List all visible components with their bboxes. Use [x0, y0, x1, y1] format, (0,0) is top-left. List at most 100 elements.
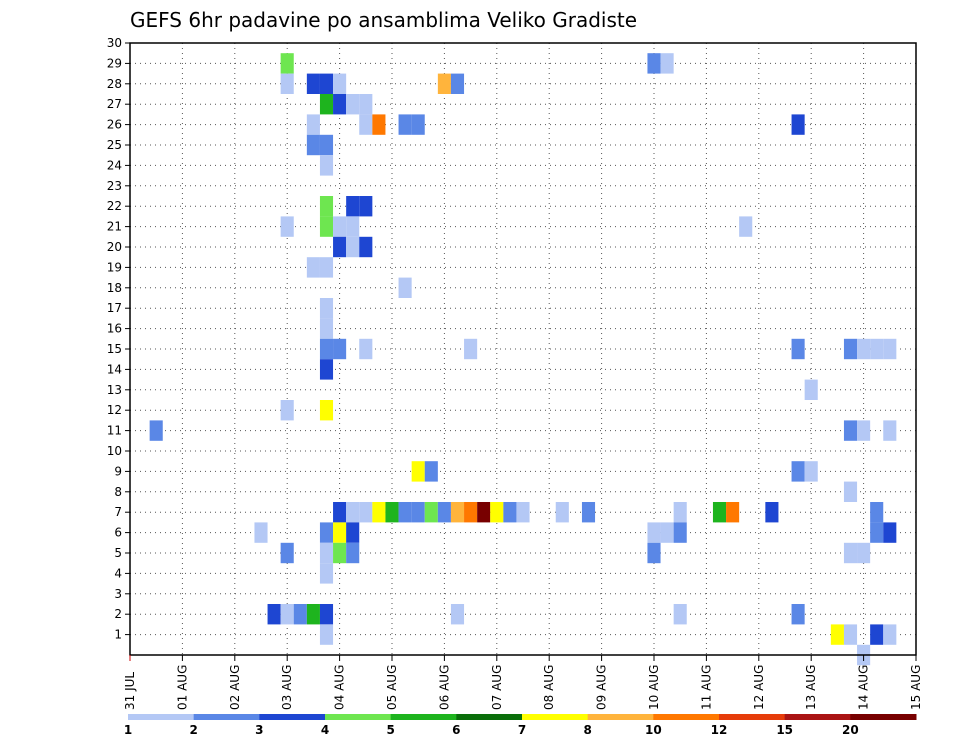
heatmap-cell — [870, 624, 884, 645]
x-tick-label: 05 AUG — [385, 665, 399, 710]
grid-lines — [130, 43, 916, 655]
heatmap-cell — [319, 359, 334, 380]
heatmap-cell — [883, 624, 897, 645]
heatmap-cell — [333, 522, 347, 543]
heatmap-cell — [857, 542, 871, 564]
colorbar-label: 15 — [776, 723, 793, 737]
heatmap-cell — [791, 114, 805, 135]
heatmap-cell — [280, 604, 294, 625]
heatmap-cell — [857, 420, 871, 441]
heatmap-cell — [319, 563, 334, 584]
heatmap-cell — [450, 502, 465, 523]
heatmap-cell — [398, 502, 412, 523]
y-tick-label: 19 — [107, 260, 122, 274]
heatmap-cell — [280, 53, 294, 74]
y-tick-label: 30 — [107, 36, 122, 50]
heatmap-cell — [372, 114, 386, 135]
y-tick-label: 22 — [107, 199, 122, 213]
y-tick-label: 12 — [107, 403, 122, 417]
heatmap-cell — [346, 502, 360, 523]
heatmap-cell — [359, 502, 373, 523]
y-tick-label: 7 — [114, 505, 122, 519]
colorbar-swatch — [128, 714, 195, 720]
colorbar-label: 5 — [386, 723, 394, 737]
heatmap-cell — [319, 604, 334, 625]
colorbar-label: 12 — [711, 723, 728, 737]
heatmap-cell — [319, 134, 334, 156]
heatmap-cell — [306, 73, 320, 94]
heatmap-cell — [306, 257, 320, 278]
heatmap-cell — [333, 502, 347, 523]
y-tick-label: 15 — [107, 342, 122, 356]
heatmap-cell — [346, 196, 360, 217]
heatmap-cell — [424, 461, 438, 482]
heatmap-cell — [333, 542, 347, 564]
chart-title: GEFS 6hr padavine po ansamblima Veliko G… — [130, 8, 637, 32]
heatmap-cell — [843, 481, 858, 502]
heatmap-cell — [319, 400, 334, 421]
heatmap-cell — [306, 604, 320, 625]
y-tick-label: 9 — [114, 464, 122, 478]
heatmap-cell — [359, 94, 373, 115]
heatmap-cell — [843, 338, 858, 360]
heatmap-cell — [647, 53, 661, 74]
heatmap-cell — [319, 298, 334, 319]
heatmap-cell — [437, 502, 451, 523]
x-tick-label: 15 AUG — [909, 665, 923, 710]
x-tick-label: 09 AUG — [595, 665, 609, 710]
x-tick-label: 14 AUG — [857, 665, 871, 710]
heatmap-cell — [346, 216, 360, 237]
heatmap-cell — [346, 236, 360, 258]
x-tick-label: 11 AUG — [699, 665, 713, 710]
heatmap-cell — [450, 73, 465, 94]
heatmap-cell — [791, 461, 805, 482]
heatmap-cell — [516, 502, 530, 523]
heatmap-cell — [857, 338, 871, 360]
y-tick-label: 17 — [107, 301, 122, 315]
heatmap-cell — [346, 522, 360, 543]
heatmap-cell — [346, 94, 360, 115]
colorbar-label: 3 — [255, 723, 263, 737]
heatmap-cell — [883, 420, 897, 441]
heatmap-cell — [280, 73, 294, 94]
x-tick-label: 03 AUG — [280, 665, 294, 710]
heatmap-cell — [306, 134, 320, 156]
x-tick-label: 31 JUL — [123, 672, 137, 710]
heatmap-cell — [254, 522, 268, 543]
heatmap-cell — [804, 461, 818, 482]
heatmap-cell — [843, 624, 858, 645]
heatmap-cell — [712, 502, 727, 523]
heatmap-cell — [333, 94, 347, 115]
heatmap-cell — [359, 114, 373, 135]
heatmap-cell — [280, 216, 294, 237]
x-tick-label: 04 AUG — [333, 665, 347, 710]
x-tick-label: 13 AUG — [804, 665, 818, 710]
colorbar-swatch — [587, 714, 654, 720]
heatmap-cell — [398, 277, 412, 298]
x-tick-label: 08 AUG — [542, 665, 556, 710]
heatmap-cell — [647, 522, 661, 543]
y-tick-label: 3 — [114, 587, 122, 601]
heatmap-cell — [581, 502, 596, 523]
heatmap-cell — [319, 73, 334, 94]
colorbar-label: 1 — [124, 723, 132, 737]
heatmap-cell — [830, 624, 844, 645]
y-tick-label: 11 — [107, 424, 122, 438]
heatmap-cell — [333, 73, 347, 94]
y-tick-label: 5 — [114, 546, 122, 560]
heatmap-cell — [319, 216, 334, 237]
heatmap-cell — [267, 604, 281, 625]
heatmap-cell — [464, 502, 478, 523]
heatmap-cell — [804, 379, 818, 400]
heatmap-cell — [319, 522, 334, 543]
colorbar-swatch — [719, 714, 786, 720]
heatmap-cell — [883, 338, 897, 360]
y-axis-ticks: 1234567891011121314151617181920212223242… — [107, 36, 130, 642]
heatmap-cell — [870, 522, 884, 543]
heatmap-cell — [359, 236, 373, 258]
heatmap-cell — [333, 216, 347, 237]
heatmap-cell — [359, 196, 373, 217]
colorbar-swatch — [850, 714, 917, 720]
colorbar-label: 2 — [189, 723, 197, 737]
